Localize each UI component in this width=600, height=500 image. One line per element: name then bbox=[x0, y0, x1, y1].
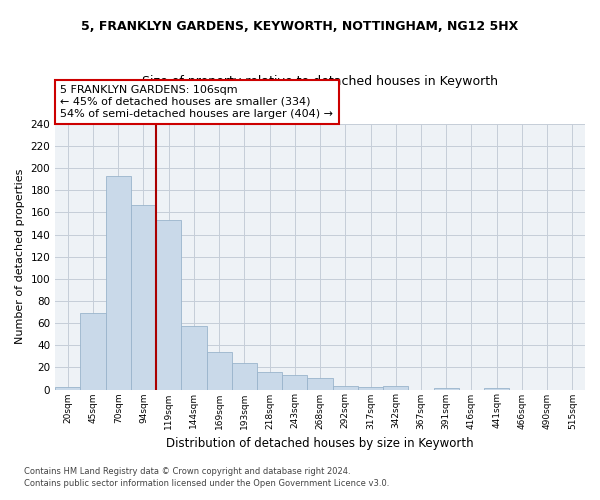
Bar bbox=[106, 176, 131, 390]
Bar bbox=[131, 204, 156, 390]
Bar bbox=[484, 388, 509, 390]
Title: Size of property relative to detached houses in Keyworth: Size of property relative to detached ho… bbox=[142, 75, 498, 88]
Bar bbox=[332, 386, 358, 390]
Bar bbox=[257, 372, 282, 390]
Bar bbox=[55, 388, 80, 390]
Bar bbox=[307, 378, 332, 390]
Bar bbox=[206, 352, 232, 390]
Bar bbox=[434, 388, 459, 390]
Text: 5 FRANKLYN GARDENS: 106sqm
← 45% of detached houses are smaller (334)
54% of sem: 5 FRANKLYN GARDENS: 106sqm ← 45% of deta… bbox=[61, 86, 334, 118]
Bar bbox=[80, 313, 106, 390]
Bar bbox=[383, 386, 409, 390]
Bar bbox=[282, 375, 307, 390]
Text: Contains HM Land Registry data © Crown copyright and database right 2024.
Contai: Contains HM Land Registry data © Crown c… bbox=[24, 466, 389, 487]
Y-axis label: Number of detached properties: Number of detached properties bbox=[15, 169, 25, 344]
Bar bbox=[181, 326, 206, 390]
Bar bbox=[232, 363, 257, 390]
Text: 5, FRANKLYN GARDENS, KEYWORTH, NOTTINGHAM, NG12 5HX: 5, FRANKLYN GARDENS, KEYWORTH, NOTTINGHA… bbox=[82, 20, 518, 33]
Bar bbox=[358, 388, 383, 390]
X-axis label: Distribution of detached houses by size in Keyworth: Distribution of detached houses by size … bbox=[166, 437, 474, 450]
Bar bbox=[156, 220, 181, 390]
